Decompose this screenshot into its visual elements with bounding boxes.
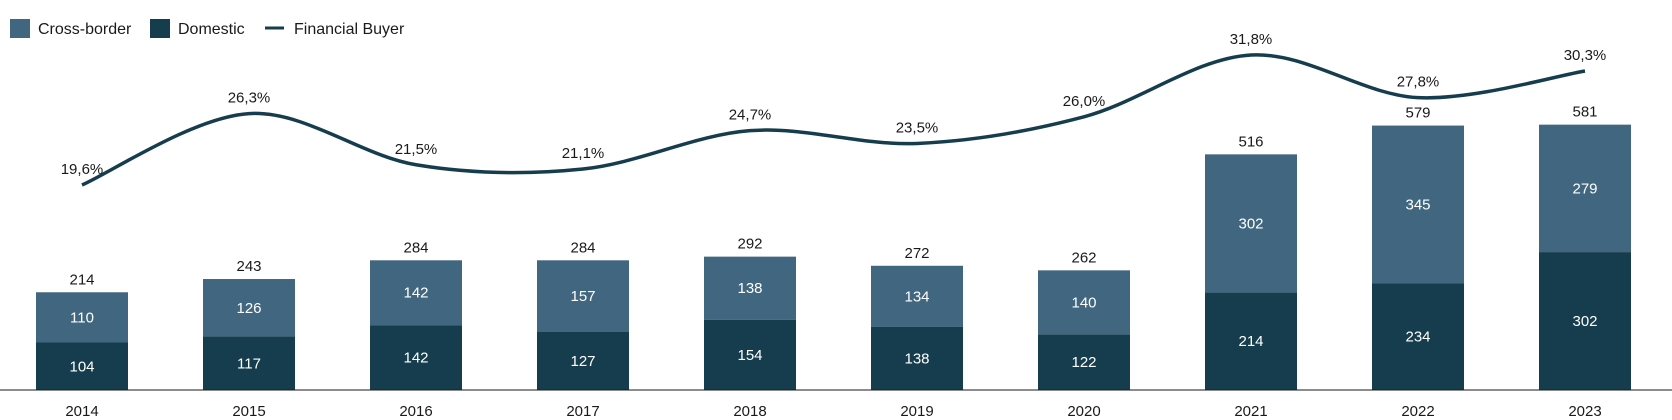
label-financial-buyer-2022: 27,8% (1397, 74, 1440, 91)
label-financial-buyer-2021: 31,8% (1230, 31, 1273, 48)
bar-domestic-2020 (1038, 334, 1130, 390)
label-domestic-2022: 234 (1405, 329, 1430, 346)
label-cross-border-2020: 140 (1071, 294, 1096, 311)
bar-cross-border-2016 (370, 260, 462, 326)
label-domestic-2023: 302 (1572, 313, 1597, 330)
label-financial-buyer-2019: 23,5% (896, 119, 939, 136)
bar-domestic-2022 (1372, 283, 1464, 390)
label-total-2022: 579 (1405, 105, 1430, 122)
legend-label-cross-border: Cross-border (38, 21, 132, 38)
label-financial-buyer-2016: 21,5% (395, 141, 438, 158)
label-domestic-2017: 127 (570, 353, 595, 370)
x-tick-2018: 2018 (733, 403, 766, 420)
label-total-2018: 292 (737, 236, 762, 253)
x-tick-2022: 2022 (1401, 403, 1434, 420)
label-financial-buyer-2017: 21,1% (562, 145, 605, 162)
legend: Cross-border Domestic Financial Buyer (10, 19, 405, 38)
bar-cross-border-2020 (1038, 270, 1130, 335)
bar-cross-border-2015 (203, 279, 295, 337)
label-financial-buyer-2018: 24,7% (729, 107, 772, 124)
bar-cross-border-2021 (1205, 154, 1297, 293)
label-total-2019: 272 (904, 245, 929, 262)
bar-domestic-2016 (370, 325, 462, 390)
label-financial-buyer-2023: 30,3% (1564, 47, 1607, 64)
bar-domestic-2017 (537, 331, 629, 390)
label-domestic-2019: 138 (904, 350, 929, 367)
label-cross-border-2015: 126 (236, 300, 261, 317)
legend-label-domestic: Domestic (178, 21, 245, 38)
label-total-2021: 516 (1238, 133, 1263, 150)
label-total-2023: 581 (1572, 104, 1597, 121)
label-total-2017: 284 (570, 239, 595, 256)
x-tick-2020: 2020 (1067, 403, 1100, 420)
label-domestic-2018: 154 (737, 347, 762, 364)
x-axis-ticks: 2014 2015 2016 2017 2018 2019 2020 2021 2022 2023 (65, 403, 1601, 420)
bar-domestic-2019 (871, 326, 963, 390)
label-cross-border-2014: 110 (70, 309, 94, 326)
label-cross-border-2022: 345 (1405, 196, 1430, 213)
label-financial-buyer-2015: 26,3% (228, 90, 271, 107)
legend-swatch-domestic (150, 19, 170, 38)
bar-cross-border-2014 (36, 292, 128, 343)
bar-cross-border-2022 (1372, 125, 1464, 284)
x-tick-2021: 2021 (1234, 403, 1267, 420)
bar-domestic-2021 (1205, 292, 1297, 390)
label-total-2020: 262 (1071, 249, 1096, 266)
label-cross-border-2016: 142 (403, 285, 428, 302)
bar-cross-border-2023 (1539, 124, 1631, 253)
x-tick-2014: 2014 (65, 403, 98, 420)
bar-domestic-2014 (36, 342, 128, 390)
bar-cross-border-2019 (871, 265, 963, 327)
legend-label-financial-buyer: Financial Buyer (294, 21, 405, 38)
label-cross-border-2018: 138 (737, 280, 762, 297)
bars-layer: 104 110 214 117 126 243 142 142 284 127 157 284 154 1… (36, 104, 1631, 390)
x-tick-2015: 2015 (232, 403, 265, 420)
label-total-2014: 214 (69, 271, 94, 288)
x-tick-2016: 2016 (399, 403, 432, 420)
line-financial-buyer (81, 53, 1586, 187)
label-domestic-2021: 214 (1238, 333, 1263, 350)
x-tick-2019: 2019 (900, 403, 933, 420)
label-financial-buyer-2014: 19,6% (61, 161, 104, 178)
bar-domestic-2018 (704, 319, 796, 390)
label-domestic-2014: 104 (69, 358, 94, 375)
label-domestic-2016: 142 (403, 350, 428, 367)
label-cross-border-2019: 134 (904, 288, 929, 305)
legend-swatch-cross-border (10, 19, 30, 38)
bar-domestic-2015 (203, 336, 295, 390)
bar-cross-border-2017 (537, 260, 629, 332)
label-cross-border-2021: 302 (1238, 215, 1263, 232)
bar-cross-border-2018 (704, 256, 796, 320)
line-layer: 19,6% 26,3% 21,5% 21,1% 24,7% 23,5% 26,0% 31,8%… (61, 31, 1607, 187)
label-domestic-2015: 117 (237, 355, 261, 372)
bar-domestic-2023 (1539, 252, 1631, 390)
label-total-2016: 284 (403, 239, 428, 256)
label-cross-border-2017: 157 (570, 288, 595, 305)
label-domestic-2020: 122 (1071, 354, 1096, 371)
label-total-2015: 243 (236, 258, 261, 275)
label-financial-buyer-2020: 26,0% (1063, 93, 1106, 110)
x-tick-2017: 2017 (566, 403, 599, 420)
label-cross-border-2023: 279 (1572, 180, 1597, 197)
x-tick-2023: 2023 (1568, 403, 1601, 420)
